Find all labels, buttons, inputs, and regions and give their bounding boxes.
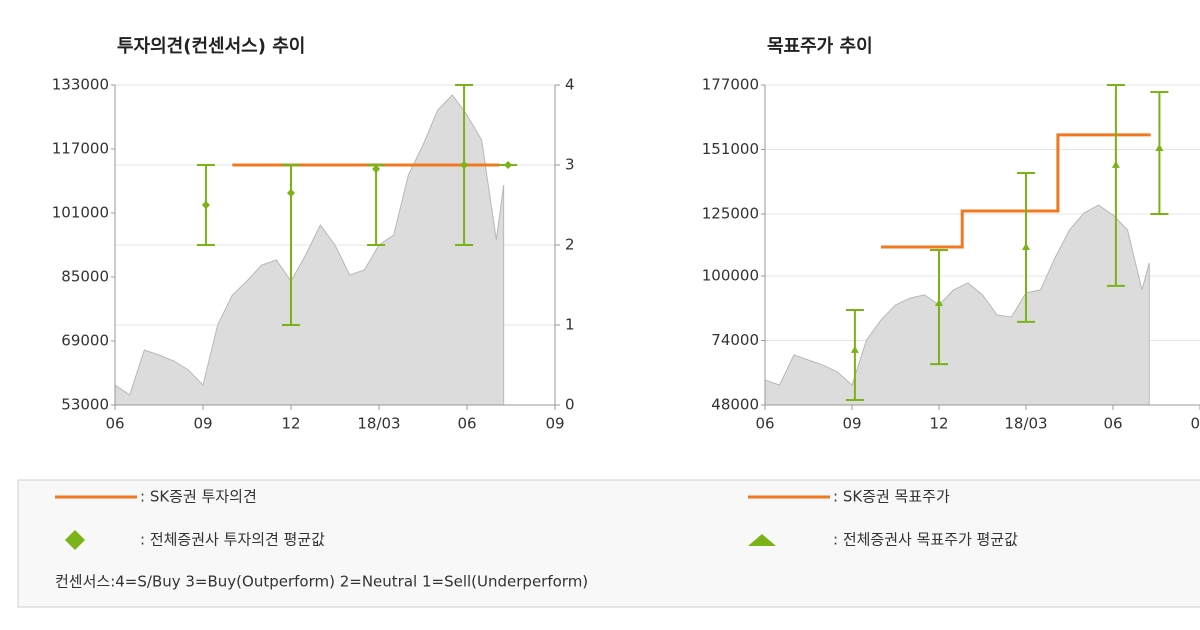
- mean-marker: [287, 189, 295, 197]
- y-tick-label: 101000: [52, 204, 109, 222]
- chart-title: 목표주가 추이: [767, 36, 873, 57]
- mean-marker: [460, 161, 469, 169]
- legend-label: : 전체증권사 투자의견 평균값: [140, 531, 325, 549]
- price-area: [114, 94, 505, 406]
- legend-swatch: [748, 534, 776, 546]
- x-tick-label: 06: [755, 415, 774, 433]
- x-tick-label: 18/03: [357, 415, 400, 433]
- mean-marker: [372, 165, 381, 173]
- y-tick-label: 125000: [702, 204, 759, 222]
- y2-tick-label: 0: [565, 396, 575, 414]
- y-tick-label: 117000: [52, 140, 109, 158]
- legend-label: : SK증권 목표주가: [833, 488, 950, 506]
- y2-tick-label: 4: [565, 76, 575, 94]
- x-tick-label: 12: [281, 415, 300, 433]
- mean-marker: [201, 201, 210, 209]
- y-tick-label: 48000: [711, 396, 759, 414]
- price-area: [764, 204, 1150, 406]
- x-tick-label: 06: [1103, 415, 1122, 433]
- x-tick-label: 06: [105, 415, 124, 433]
- mean-marker: [935, 299, 943, 307]
- x-tick-label: 09: [1190, 415, 1200, 433]
- legend-label: : 전체증권사 목표주가 평균값: [833, 531, 1018, 549]
- legend-note: 컨센서스:4=S/Buy 3=Buy(Outperform) 2=Neutral…: [55, 573, 588, 591]
- y-tick-label: 133000: [52, 76, 109, 94]
- x-tick-label: 09: [193, 415, 212, 433]
- y2-tick-label: 2: [565, 236, 575, 254]
- legend-label: : SK증권 투자의견: [140, 488, 257, 506]
- x-tick-label: 18/03: [1004, 415, 1047, 433]
- mean-marker: [850, 345, 859, 353]
- x-tick-label: 06: [457, 415, 476, 433]
- y-tick-label: 85000: [61, 268, 109, 286]
- y-tick-label: 177000: [702, 76, 759, 94]
- chart-title: 투자의견(컨센서스) 추이: [117, 36, 305, 57]
- mean-marker: [1111, 160, 1120, 168]
- x-tick-label: 09: [842, 415, 861, 433]
- legend-swatch: [65, 530, 85, 550]
- legend-box: [17, 479, 1200, 608]
- y2-tick-label: 1: [565, 316, 575, 334]
- mean-marker: [504, 161, 513, 169]
- y-tick-label: 69000: [61, 332, 109, 350]
- y-tick-label: 100000: [702, 267, 759, 285]
- y2-tick-label: 3: [565, 156, 575, 174]
- x-tick-label: 09: [545, 415, 564, 433]
- y-tick-label: 74000: [711, 331, 759, 349]
- mean-marker: [1155, 144, 1164, 152]
- mean-marker: [1022, 242, 1030, 250]
- line: [881, 133, 1151, 249]
- x-tick-label: 12: [929, 415, 948, 433]
- y-tick-label: 151000: [702, 140, 759, 158]
- y-tick-label: 53000: [61, 396, 109, 414]
